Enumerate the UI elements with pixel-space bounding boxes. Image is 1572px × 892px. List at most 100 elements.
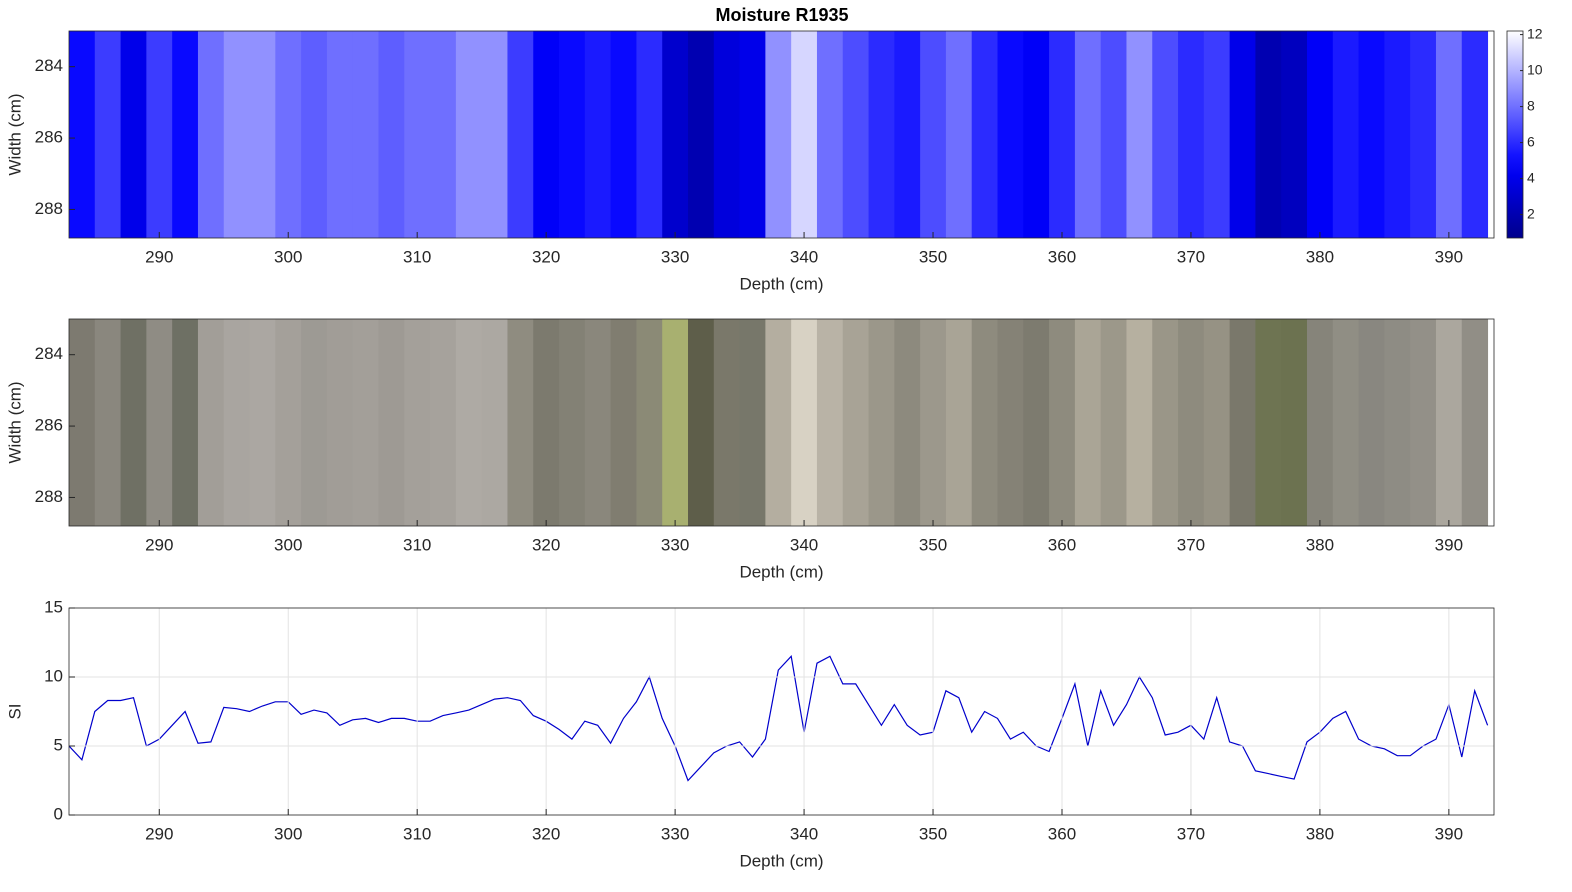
- heat-cell: [1023, 31, 1050, 238]
- image-strip: [791, 319, 818, 526]
- heat-cell: [481, 31, 508, 238]
- x-axis-label: Depth (cm): [739, 274, 823, 293]
- y-tick-label: 286: [35, 416, 63, 435]
- heat-cell: [816, 31, 844, 238]
- heat-cell: [1384, 31, 1411, 238]
- image-strip: [455, 319, 483, 526]
- image-strip: [69, 319, 96, 526]
- image-strip: [1100, 319, 1127, 526]
- heat-cell: [791, 31, 818, 238]
- heat-cell: [610, 31, 637, 238]
- x-tick-label: 370: [1177, 247, 1205, 266]
- image-strip: [1281, 319, 1308, 526]
- x-tick-label: 320: [532, 247, 560, 266]
- x-tick-label: 350: [919, 535, 947, 554]
- x-tick-label: 310: [403, 535, 431, 554]
- heat-cell: [842, 31, 870, 238]
- heat-cell: [1358, 31, 1385, 238]
- image-strip: [636, 319, 663, 526]
- image-strip: [765, 319, 792, 526]
- y-tick-label: 288: [35, 487, 63, 506]
- y-axis-label: SI: [5, 703, 24, 719]
- heat-cell: [1229, 31, 1256, 238]
- heat-cell: [1281, 31, 1308, 238]
- heat-cell: [739, 31, 766, 238]
- y-tick-label: 288: [35, 199, 63, 218]
- image-strip: [1023, 319, 1050, 526]
- image-strip: [301, 319, 328, 526]
- image-strip: [1307, 319, 1334, 526]
- colorbar: [1506, 30, 1524, 239]
- heat-cell: [507, 31, 534, 238]
- heat-cell: [120, 31, 147, 238]
- heat-cell: [94, 31, 122, 238]
- x-tick-label: 370: [1177, 824, 1205, 843]
- x-tick-label: 390: [1435, 535, 1463, 554]
- image-strip: [481, 319, 508, 526]
- heat-cell: [352, 31, 380, 238]
- image-strip: [559, 319, 586, 526]
- image-strip: [197, 319, 225, 526]
- x-axis-label: Depth (cm): [739, 562, 823, 581]
- x-tick-label: 330: [661, 824, 689, 843]
- axes-box: [68, 607, 1495, 816]
- y-tick-label: 0: [54, 804, 63, 823]
- x-tick-label: 350: [919, 824, 947, 843]
- image-strip: [1255, 319, 1282, 526]
- x-tick-label: 380: [1306, 247, 1334, 266]
- x-tick-label: 360: [1048, 535, 1076, 554]
- x-tick-label: 320: [532, 535, 560, 554]
- y-tick-label: 286: [35, 128, 63, 147]
- x-tick-label: 380: [1306, 824, 1334, 843]
- image-strip: [1358, 319, 1385, 526]
- heat-cell: [559, 31, 586, 238]
- image-strip: [1435, 319, 1463, 526]
- image-strip: [868, 319, 895, 526]
- colorbar-tick-label: 10: [1527, 61, 1543, 77]
- heat-cell: [868, 31, 895, 238]
- y-tick-label: 5: [54, 735, 63, 754]
- image-strip: [997, 319, 1024, 526]
- image-strip: [507, 319, 534, 526]
- x-tick-label: 340: [790, 247, 818, 266]
- heat-cell: [1178, 31, 1205, 238]
- image-strip: [533, 319, 560, 526]
- heat-cell: [945, 31, 973, 238]
- heat-cell: [430, 31, 457, 238]
- heat-cell: [971, 31, 999, 238]
- heat-cell: [1152, 31, 1179, 238]
- image-strip: [352, 319, 380, 526]
- image-strip: [688, 319, 715, 526]
- heat-cell: [378, 31, 405, 238]
- heat-cell: [1461, 31, 1489, 238]
- image-strip: [1461, 319, 1489, 526]
- image-strip: [584, 319, 612, 526]
- image-strip: [94, 319, 122, 526]
- heat-cell: [326, 31, 354, 238]
- heat-cell: [688, 31, 715, 238]
- heat-cell: [584, 31, 612, 238]
- image-strip: [1410, 319, 1437, 526]
- image-strip: [404, 319, 431, 526]
- y-axis-label: Width (cm): [5, 381, 24, 463]
- image-strip: [172, 319, 199, 526]
- heat-cell: [223, 31, 251, 238]
- heat-cell: [997, 31, 1024, 238]
- image-strip: [945, 319, 973, 526]
- plot-area: [69, 31, 1489, 238]
- y-tick-label: 284: [35, 56, 63, 75]
- x-tick-label: 310: [403, 247, 431, 266]
- image-strip: [662, 319, 689, 526]
- colorbar-tick-label: 8: [1527, 97, 1535, 113]
- heat-cell: [1255, 31, 1282, 238]
- plot-area: [69, 655, 1489, 782]
- x-tick-label: 390: [1435, 824, 1463, 843]
- x-tick-label: 360: [1048, 824, 1076, 843]
- image-strip: [1229, 319, 1256, 526]
- heat-cell: [1203, 31, 1231, 238]
- heat-cell: [1049, 31, 1076, 238]
- image-strip: [1384, 319, 1411, 526]
- heat-cell: [146, 31, 173, 238]
- y-tick-label: 15: [44, 597, 63, 616]
